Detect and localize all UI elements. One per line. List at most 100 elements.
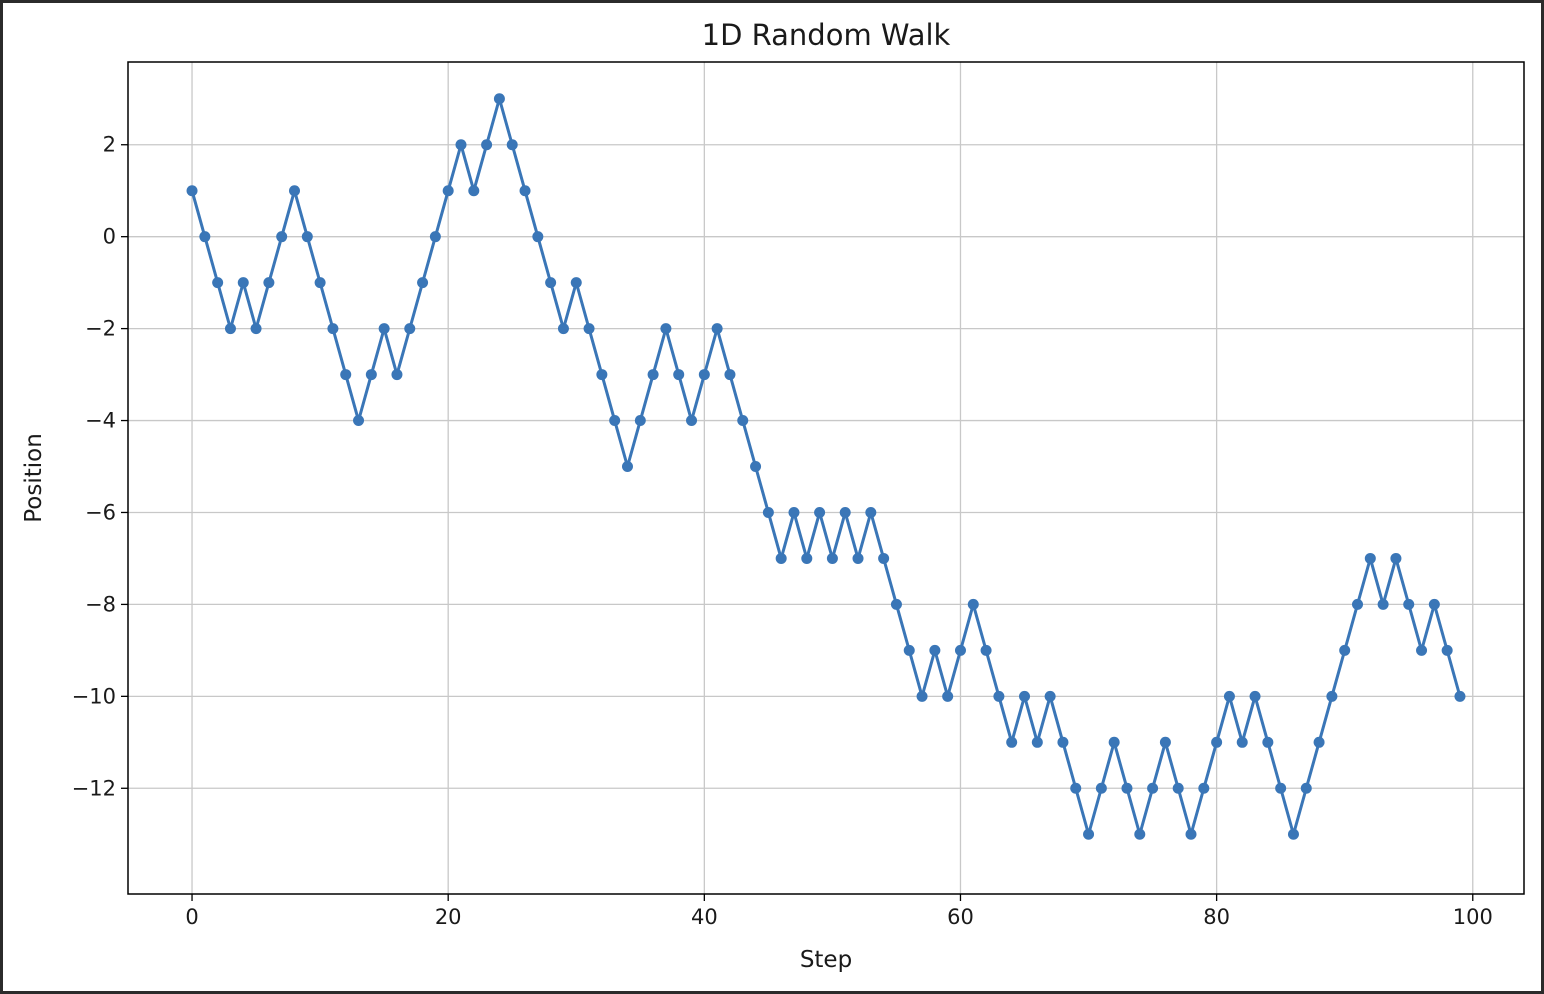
data-point [698, 369, 710, 381]
data-point [1019, 690, 1031, 702]
x-tick-label: 0 [185, 905, 198, 929]
data-point [212, 277, 224, 289]
data-point [1454, 690, 1466, 702]
data-point [737, 415, 749, 427]
data-point [570, 277, 582, 289]
data-point [301, 231, 313, 243]
data-point [519, 185, 531, 197]
data-point [954, 644, 966, 656]
data-point [801, 552, 813, 564]
data-point [1416, 644, 1428, 656]
data-point [186, 185, 198, 197]
y-tick-label: −8 [85, 592, 116, 616]
data-point [1223, 690, 1235, 702]
data-point [1390, 552, 1402, 564]
data-point [711, 323, 723, 335]
data-point [263, 277, 275, 289]
data-point [1300, 782, 1312, 794]
data-point [686, 415, 698, 427]
x-tick-label: 80 [1203, 905, 1230, 929]
data-point [1236, 736, 1248, 748]
data-point [365, 369, 377, 381]
y-tick-label: 2 [103, 133, 116, 157]
data-point [1428, 598, 1440, 610]
x-tick-label: 20 [435, 905, 462, 929]
y-tick-label: −2 [85, 317, 116, 341]
y-tick-label: 0 [103, 225, 116, 249]
data-point [224, 323, 236, 335]
data-point [237, 277, 249, 289]
data-point [788, 506, 800, 518]
data-point [929, 644, 941, 656]
data-point [442, 185, 454, 197]
data-point [878, 552, 890, 564]
data-point [1159, 736, 1171, 748]
data-point [1070, 782, 1082, 794]
series-layer [186, 93, 1466, 840]
x-axis-label: Step [800, 947, 852, 973]
data-point [340, 369, 352, 381]
data-point [481, 139, 493, 151]
data-point [1083, 828, 1095, 840]
data-point [1403, 598, 1415, 610]
data-point [404, 323, 416, 335]
x-tick-label: 100 [1453, 905, 1493, 929]
data-point [1275, 782, 1287, 794]
data-point [288, 185, 300, 197]
data-point [545, 277, 557, 289]
data-point [1364, 552, 1376, 564]
data-point [1185, 828, 1197, 840]
data-point [916, 690, 928, 702]
data-point [199, 231, 211, 243]
data-point [647, 369, 659, 381]
axes-frame [127, 61, 1525, 895]
data-point [621, 461, 633, 473]
data-point [839, 506, 851, 518]
y-tick-label: −12 [72, 776, 116, 800]
data-point [1326, 690, 1338, 702]
data-point [468, 185, 480, 197]
y-tick-label: −6 [85, 500, 116, 524]
data-point [1044, 690, 1056, 702]
data-point [634, 415, 646, 427]
data-point [1147, 782, 1159, 794]
data-point [1441, 644, 1453, 656]
y-axis-label: Position [21, 433, 47, 523]
data-point [391, 369, 403, 381]
data-point [1172, 782, 1184, 794]
data-point [762, 506, 774, 518]
y-tick-label: −10 [72, 684, 116, 708]
data-point [1108, 736, 1120, 748]
data-point [826, 552, 838, 564]
data-point [276, 231, 288, 243]
data-point [865, 506, 877, 518]
y-tick-label: −4 [85, 409, 116, 433]
data-point [596, 369, 608, 381]
x-tick-label: 60 [947, 905, 974, 929]
data-point [429, 231, 441, 243]
data-point [890, 598, 902, 610]
data-point [1095, 782, 1107, 794]
data-point [967, 598, 979, 610]
data-point [1287, 828, 1299, 840]
data-point [314, 277, 326, 289]
data-point [1134, 828, 1146, 840]
chart-title: 1D Random Walk [702, 18, 951, 52]
data-point [1031, 736, 1043, 748]
data-point [455, 139, 467, 151]
data-point [327, 323, 339, 335]
data-point [775, 552, 787, 564]
x-tick-label: 40 [691, 905, 718, 929]
data-point [673, 369, 685, 381]
data-point [1249, 690, 1261, 702]
data-point [942, 690, 954, 702]
data-point [1262, 736, 1274, 748]
data-point [1352, 598, 1364, 610]
data-point [353, 415, 365, 427]
data-point [1377, 598, 1389, 610]
data-point [493, 93, 505, 105]
data-point [1121, 782, 1133, 794]
